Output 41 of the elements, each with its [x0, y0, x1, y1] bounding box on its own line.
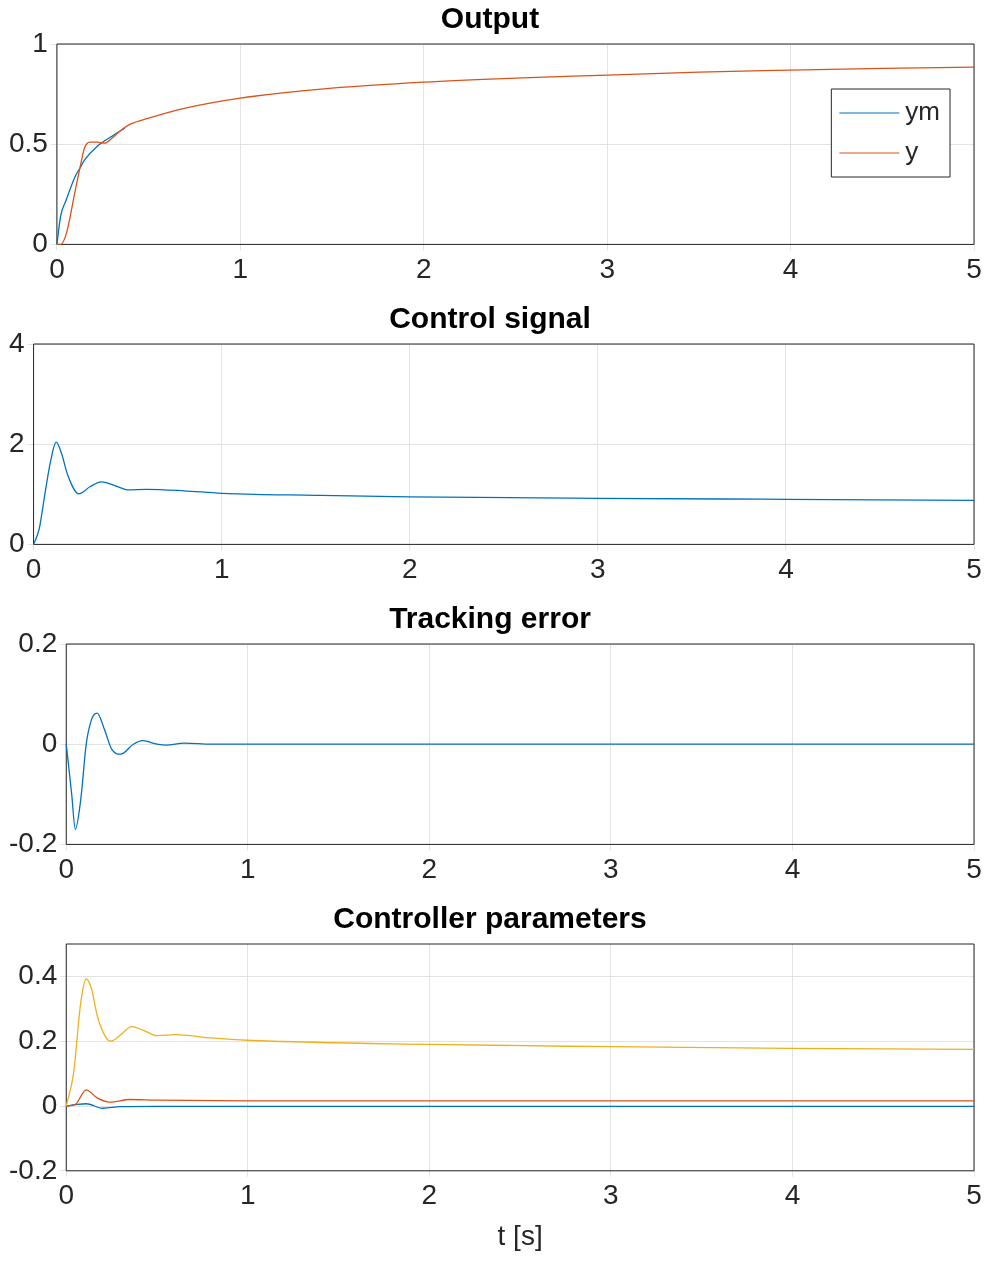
x-tick-label: 4: [778, 552, 794, 584]
y-tick-label: 0.5: [8, 126, 48, 158]
x-tick-label: 3: [603, 1179, 619, 1211]
y-tick-label: -0.2: [9, 827, 58, 859]
y-tick-label: 0.2: [18, 1023, 58, 1055]
y-tick-label: 0.4: [18, 959, 58, 991]
x-tick-label: 4: [782, 252, 799, 284]
y-tick-label: 4: [8, 326, 25, 358]
line-series: [56, 127, 126, 246]
x-tick-label: 3: [603, 852, 619, 884]
x-tick-label: 5: [966, 552, 982, 584]
x-tick-label: 4: [784, 1179, 801, 1211]
y-tick-label: 2: [8, 426, 25, 458]
x-tick-label: 2: [415, 252, 432, 284]
y-tick-label: 0: [8, 527, 25, 559]
x-tick-label: 3: [599, 252, 615, 284]
x-tick-label: 5: [966, 252, 982, 284]
x-tick-label: 1: [232, 252, 249, 284]
x-tick-label: 3: [590, 552, 606, 584]
chart-title: Controller parameters: [333, 901, 647, 935]
legend-label: ym: [905, 96, 941, 127]
x-tick-label: 2: [401, 552, 418, 584]
y-tick-label: 0: [32, 227, 48, 259]
y-tick-label: 0.2: [18, 626, 58, 658]
x-tick-label: 5: [966, 852, 982, 884]
chart-title: Control signal: [389, 301, 591, 335]
y-tick-label: 0: [41, 726, 58, 758]
x-axis-title: t [s]: [497, 1219, 543, 1251]
y-tick-label: -0.2: [9, 1153, 58, 1185]
x-tick-label: 2: [421, 852, 438, 884]
y-tick-label: 0: [41, 1088, 58, 1120]
x-tick-label: 1: [213, 552, 230, 584]
chart-title: Output: [440, 1, 540, 35]
y-tick-label: 1: [32, 26, 48, 58]
legend-label: y: [905, 136, 919, 167]
x-tick-label: 4: [784, 852, 801, 884]
x-tick-label: 5: [966, 1179, 982, 1211]
x-tick-label: 2: [421, 1179, 438, 1211]
chart-title: Tracking error: [389, 601, 592, 635]
x-tick-label: 1: [240, 1179, 256, 1211]
x-tick-label: 1: [240, 852, 256, 884]
